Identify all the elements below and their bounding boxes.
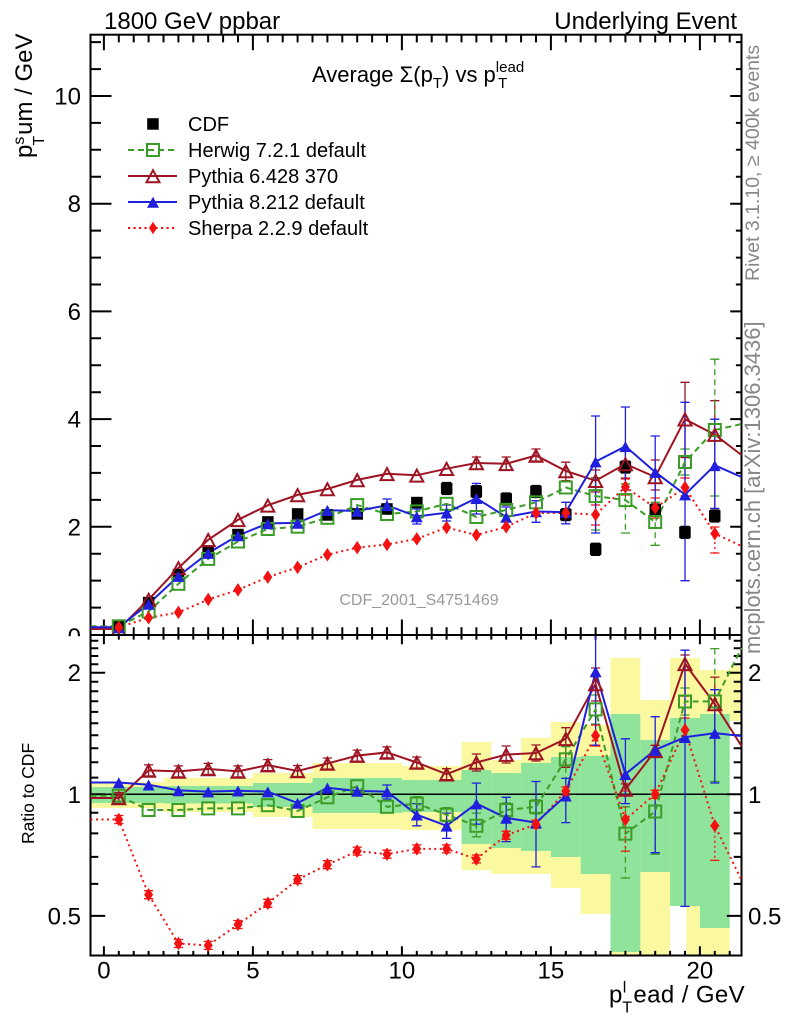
svg-text:10: 10 bbox=[389, 958, 416, 985]
svg-text:Ratio to CDF: Ratio to CDF bbox=[18, 743, 38, 844]
svg-text:4: 4 bbox=[68, 407, 81, 434]
svg-text:10: 10 bbox=[54, 84, 81, 111]
svg-text:0.5: 0.5 bbox=[748, 903, 781, 930]
svg-text:1800 GeV ppbar: 1800 GeV ppbar bbox=[104, 8, 280, 35]
svg-text:Herwig 7.2.1 default: Herwig 7.2.1 default bbox=[188, 140, 366, 162]
svg-text:CDF: CDF bbox=[188, 114, 229, 136]
svg-text:Rivet 3.1.10, ≥ 400k events: Rivet 3.1.10, ≥ 400k events bbox=[742, 45, 764, 281]
svg-text:1: 1 bbox=[748, 782, 761, 809]
svg-text:Pythia 6.428 370: Pythia 6.428 370 bbox=[188, 166, 338, 188]
svg-text:2: 2 bbox=[748, 660, 761, 687]
svg-text:0.5: 0.5 bbox=[48, 903, 81, 930]
svg-text:mcplots.cern.ch [arXiv:1306.34: mcplots.cern.ch [arXiv:1306.3436] bbox=[740, 321, 765, 654]
svg-text:2: 2 bbox=[68, 514, 81, 541]
svg-text:Pythia 8.212 default: Pythia 8.212 default bbox=[188, 192, 365, 214]
svg-text:Sherpa 2.2.9 default: Sherpa 2.2.9 default bbox=[188, 218, 369, 240]
svg-text:Underlying Event: Underlying Event bbox=[554, 8, 737, 35]
svg-text:20: 20 bbox=[687, 958, 714, 985]
svg-text:2: 2 bbox=[68, 660, 81, 687]
svg-text:0: 0 bbox=[97, 958, 110, 985]
svg-text:5: 5 bbox=[246, 958, 259, 985]
svg-text:15: 15 bbox=[538, 958, 565, 985]
svg-text:1: 1 bbox=[68, 782, 81, 809]
svg-text:8: 8 bbox=[68, 191, 81, 218]
svg-text:CDF_2001_S4751469: CDF_2001_S4751469 bbox=[339, 592, 498, 609]
svg-text:6: 6 bbox=[68, 299, 81, 326]
